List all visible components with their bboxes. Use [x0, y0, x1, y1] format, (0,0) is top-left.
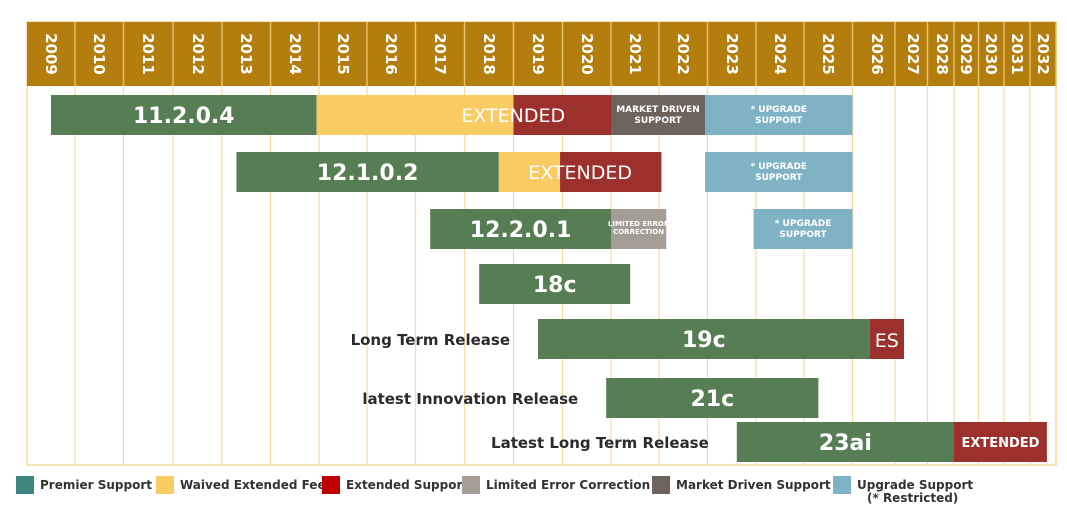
bar-11-2-0-4-market-3	[611, 95, 706, 135]
bar-label-18c-premier-0: 18c	[533, 273, 577, 298]
tick-label-2030: 2030	[982, 33, 1000, 75]
bar-label-23ai-premier-0: 23ai	[819, 431, 872, 456]
bars-layer: 11.2.0.4 MARKET DRIVEN SUPPORT * UPGRADE SUP…	[51, 95, 1047, 462]
bar-label-12-2-0-1-upgrade-2: * UPGRADE SUPPORT	[775, 219, 832, 240]
bar-label-23ai-extended-1: EXTENDED	[961, 436, 1039, 451]
legend-label-extended: Extended Support	[346, 478, 468, 492]
tick-label-2014: 2014	[286, 33, 304, 75]
tick-label-2011: 2011	[139, 33, 157, 75]
bar-label-19c-premier-0: 19c	[682, 328, 726, 353]
bar-11-2-0-4-upgrade-4	[705, 95, 853, 135]
legend: Premier Support Waived Extended Fee Extend…	[16, 476, 973, 505]
bar-12-1-0-2-extended-2	[560, 152, 662, 192]
overlay-label-12-1-0-2: EXTENDED	[528, 162, 632, 184]
tick-label-2024: 2024	[771, 33, 789, 75]
tick-label-2012: 2012	[189, 33, 207, 75]
bar-label-12-2-0-1-limited-1: LIMITED ERROR CORRECTION	[608, 220, 670, 236]
bar-label-11-2-0-4-upgrade-4: * UPGRADE SUPPORT	[750, 105, 807, 126]
bar-label-12-1-0-2-premier-0: 12.1.0.2	[317, 161, 419, 186]
bar-label-11-2-0-4-premier-0: 11.2.0.4	[133, 104, 235, 129]
bar-12-1-0-2-upgrade-3	[705, 152, 853, 192]
tick-label-2032: 2032	[1034, 33, 1052, 75]
tick-label-2021: 2021	[626, 33, 644, 75]
bar-11-2-0-4-waived-1	[316, 95, 514, 135]
bar-11-2-0-4-extended-2	[513, 95, 611, 135]
tick-label-2015: 2015	[334, 33, 352, 75]
annotation-19c: Long Term Release	[351, 331, 510, 349]
bar-12-2-0-1-upgrade-2	[753, 209, 853, 249]
legend-note-upgrade: (* Restricted)	[867, 491, 958, 505]
annotation-23ai: Latest Long Term Release	[491, 434, 709, 452]
legend-swatch-market	[652, 476, 670, 494]
tick-label-2026: 2026	[868, 33, 886, 75]
bar-18c-premier-0	[479, 264, 631, 304]
bar-label-12-1-0-2-upgrade-3: * UPGRADE SUPPORT	[750, 162, 807, 183]
tick-label-2010: 2010	[90, 33, 108, 75]
tick-label-2018: 2018	[480, 33, 498, 75]
tick-label-2013: 2013	[237, 33, 255, 75]
bar-23ai-extended-1	[954, 422, 1047, 462]
tick-label-2017: 2017	[431, 33, 449, 75]
bar-12-2-0-1-limited-1	[611, 209, 667, 249]
tick-label-2019: 2019	[529, 33, 547, 75]
annotation-21c: latest Innovation Release	[362, 390, 578, 408]
year-header: 2009 2010 2011 2012 2013 2014 2015 2016 2017 2018…	[27, 22, 1057, 86]
bar-label-11-2-0-4-market-3: MARKET DRIVEN SUPPORT	[616, 105, 700, 126]
tick-label-2023: 2023	[723, 33, 741, 75]
legend-swatch-waived	[156, 476, 174, 494]
legend-label-limited: Limited Error Correction	[486, 478, 650, 492]
legend-swatch-premier	[16, 476, 34, 494]
overlay-label-11-2-0-4: EXTENDED	[461, 105, 565, 127]
bar-label-21c-premier-0: 21c	[690, 387, 734, 412]
tick-label-2028: 2028	[933, 33, 951, 75]
legend-label-waived: Waived Extended Fee	[180, 478, 326, 492]
bar-19c-extended-1	[869, 319, 904, 359]
tick-label-2025: 2025	[819, 33, 837, 75]
bar-23ai-premier-0	[736, 422, 954, 462]
tick-label-2020: 2020	[578, 33, 596, 75]
tick-label-2016: 2016	[382, 33, 400, 75]
bar-label-12-2-0-1-premier-0: 12.2.0.1	[470, 218, 572, 243]
tick-label-2027: 2027	[904, 33, 922, 75]
tick-label-2031: 2031	[1008, 33, 1026, 75]
tick-label-2029: 2029	[957, 33, 975, 75]
year-header-band	[27, 22, 1056, 86]
legend-label-market: Market Driven Support	[676, 478, 831, 492]
legend-label-premier: Premier Support	[40, 478, 152, 492]
legend-swatch-upgrade	[833, 476, 851, 494]
tick-label-2009: 2009	[42, 33, 60, 75]
bar-21c-premier-0	[606, 378, 819, 418]
bar-label-19c-extended-1: ES	[875, 330, 899, 352]
bar-12-2-0-1-premier-0	[430, 209, 611, 249]
tick-label-2022: 2022	[674, 33, 692, 75]
bar-12-1-0-2-premier-0	[236, 152, 499, 192]
bar-19c-premier-0	[538, 319, 870, 359]
legend-label-upgrade: Upgrade Support	[857, 478, 973, 492]
bar-12-1-0-2-waived-1	[498, 152, 561, 192]
legend-swatch-limited	[462, 476, 480, 494]
bar-11-2-0-4-premier-0	[51, 95, 317, 135]
legend-swatch-extended	[322, 476, 340, 494]
